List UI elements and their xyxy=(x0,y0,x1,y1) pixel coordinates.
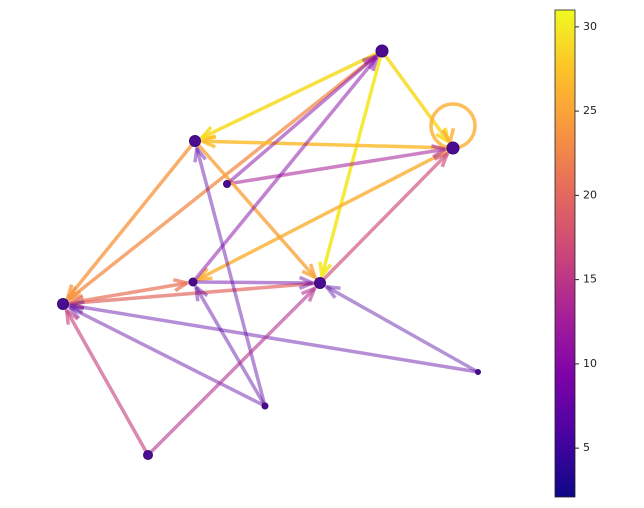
colorbar xyxy=(554,9,576,498)
node xyxy=(314,277,326,289)
edge-arrowhead xyxy=(193,143,207,163)
nodes xyxy=(57,44,481,460)
node xyxy=(223,180,231,188)
edge xyxy=(65,309,150,456)
edge-arrowhead xyxy=(65,300,85,315)
edge xyxy=(68,305,266,408)
colorbar-axis: 5 10 15 20 25 30 xyxy=(575,20,597,454)
colorbar-tick-label: 5 xyxy=(583,441,590,454)
colorbar-tick-label: 10 xyxy=(583,357,597,370)
edge xyxy=(225,54,378,186)
edge xyxy=(66,139,197,300)
node xyxy=(446,141,460,155)
node xyxy=(189,135,201,147)
edge-arrowhead xyxy=(430,144,450,159)
edge xyxy=(380,49,450,143)
edge-arrowhead xyxy=(441,127,456,147)
edge-arrowhead xyxy=(172,278,192,293)
edge xyxy=(200,49,383,140)
colorbar-tick-label: 30 xyxy=(583,20,597,33)
edge xyxy=(195,147,267,407)
edge xyxy=(192,280,313,285)
node xyxy=(375,44,389,58)
edge xyxy=(191,56,379,284)
edge xyxy=(318,152,449,285)
edge xyxy=(62,281,188,306)
edge xyxy=(70,281,321,306)
edge-arrowhead xyxy=(301,263,319,281)
edge xyxy=(194,286,267,407)
edge-arrowhead xyxy=(64,306,79,325)
edge-arrowhead xyxy=(64,284,81,302)
edge-arrowhead xyxy=(300,285,318,303)
edge-arrowhead xyxy=(193,283,209,302)
node xyxy=(475,369,481,375)
edges xyxy=(62,49,479,457)
edge-arrowhead xyxy=(433,150,451,168)
edge-arrowhead xyxy=(194,267,213,282)
edge xyxy=(146,287,316,457)
edge-arrowhead xyxy=(363,53,380,72)
edge-arrowhead xyxy=(65,305,84,320)
colorbar-tick-label: 20 xyxy=(583,188,597,201)
edge-arrowhead xyxy=(318,261,332,281)
node xyxy=(188,277,198,287)
edge xyxy=(226,147,446,186)
edge-arrowhead xyxy=(198,134,217,149)
node xyxy=(57,298,69,310)
edge-arrowhead xyxy=(298,275,317,290)
colorbar-tick-label: 25 xyxy=(583,104,597,117)
edge-arrowhead xyxy=(65,295,85,310)
edge xyxy=(197,146,454,281)
edge-arrowhead xyxy=(322,284,341,299)
colorbar-tick-label: 15 xyxy=(583,273,597,286)
edge xyxy=(70,303,479,374)
edge xyxy=(202,139,454,150)
node xyxy=(143,450,153,460)
edge xyxy=(325,285,479,374)
node xyxy=(261,402,269,410)
edge xyxy=(193,139,317,279)
